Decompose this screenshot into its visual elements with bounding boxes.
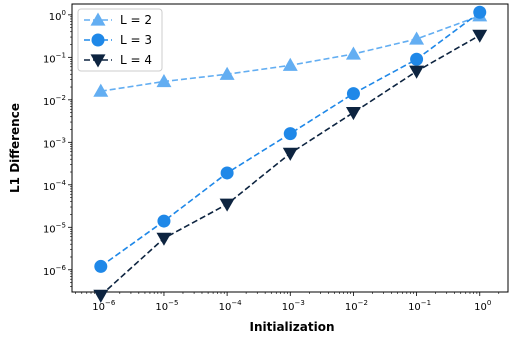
x-tick-label-base: 10 <box>155 302 168 313</box>
data-point <box>345 107 361 121</box>
legend-marker <box>90 12 106 26</box>
x-axis-title: Initialization <box>249 320 334 334</box>
x-tick-label: 10−6 <box>92 299 116 313</box>
y-tick-label-exponent: −4 <box>56 179 67 187</box>
data-point <box>93 289 109 303</box>
y-tick-label-base: 10 <box>43 139 56 150</box>
y-tick-label-base: 10 <box>43 182 56 193</box>
data-point <box>282 147 298 161</box>
data-point <box>220 166 234 180</box>
y-tick-label-exponent: −3 <box>56 136 66 144</box>
legend-marker <box>91 33 105 47</box>
x-tick-label: 10−2 <box>345 299 368 313</box>
data-point <box>346 87 360 101</box>
y-axis-title: L1 Difference <box>8 103 22 193</box>
series-markers <box>93 5 488 303</box>
axis-ticks: 10−6 10−5 10−4 10−3 10−2 10−1 10010−610−510−41… <box>43 9 500 313</box>
x-tick-label: 100 <box>474 299 491 313</box>
legend-label: L = 3 <box>120 33 152 47</box>
x-tick-label-exponent: −6 <box>105 299 116 307</box>
x-tick-label-exponent: −4 <box>231 299 242 307</box>
data-point <box>283 127 297 141</box>
x-tick-label-exponent: −5 <box>168 299 178 307</box>
data-point <box>473 5 487 19</box>
y-tick-label-base: 10 <box>49 12 62 23</box>
data-point <box>282 57 298 71</box>
x-tick-label-base: 10 <box>92 302 105 313</box>
y-tick-label: 10−3 <box>43 136 66 150</box>
y-tick-label: 10−4 <box>43 179 67 193</box>
series-line-3 <box>100 34 481 296</box>
x-tick-label-base: 10 <box>219 302 232 313</box>
y-tick-label: 10−6 <box>43 264 67 278</box>
data-point <box>219 198 235 212</box>
y-tick-label-exponent: −6 <box>56 264 67 272</box>
x-tick-label: 10−4 <box>219 299 243 313</box>
data-point <box>472 29 488 43</box>
x-tick-label-exponent: 0 <box>487 299 491 307</box>
x-tick-label: 10−3 <box>282 299 305 313</box>
y-tick-label-exponent: −1 <box>56 51 66 59</box>
x-tick-label-base: 10 <box>474 302 487 313</box>
y-tick-label-exponent: −2 <box>56 94 66 102</box>
data-point <box>219 66 235 80</box>
y-tick-label: 100 <box>49 9 66 23</box>
y-tick-label: 10−1 <box>43 51 66 65</box>
x-tick-label-base: 10 <box>282 302 295 313</box>
y-tick-label-base: 10 <box>43 267 56 278</box>
y-tick-label: 10−5 <box>43 221 66 235</box>
legend: L = 2 L = 3 L = 4 <box>77 8 163 72</box>
legend-label: L = 2 <box>120 13 152 27</box>
x-tick-label: 10−1 <box>408 299 431 313</box>
y-tick-label: 10−2 <box>43 94 66 108</box>
x-tick-label-exponent: −3 <box>294 299 304 307</box>
x-tick-label-exponent: −2 <box>358 299 368 307</box>
y-tick-label-base: 10 <box>43 224 56 235</box>
x-tick-label-exponent: −1 <box>421 299 431 307</box>
x-tick-label-base: 10 <box>408 302 421 313</box>
x-tick-label-base: 10 <box>345 302 358 313</box>
legend-marker <box>90 54 106 68</box>
data-point <box>156 74 172 88</box>
data-point <box>157 214 171 228</box>
y-tick-label-exponent: −5 <box>56 221 66 229</box>
legend-label: L = 4 <box>120 53 152 67</box>
data-point <box>93 83 109 97</box>
data-point <box>94 259 108 273</box>
data-point <box>409 65 425 79</box>
y-tick-label-base: 10 <box>43 97 56 108</box>
data-point <box>156 232 172 246</box>
data-point <box>345 46 361 60</box>
y-tick-label-exponent: 0 <box>62 9 66 17</box>
data-point <box>409 31 425 45</box>
y-tick-label-base: 10 <box>43 54 56 65</box>
data-point <box>410 52 424 66</box>
x-tick-label: 10−5 <box>155 299 178 313</box>
